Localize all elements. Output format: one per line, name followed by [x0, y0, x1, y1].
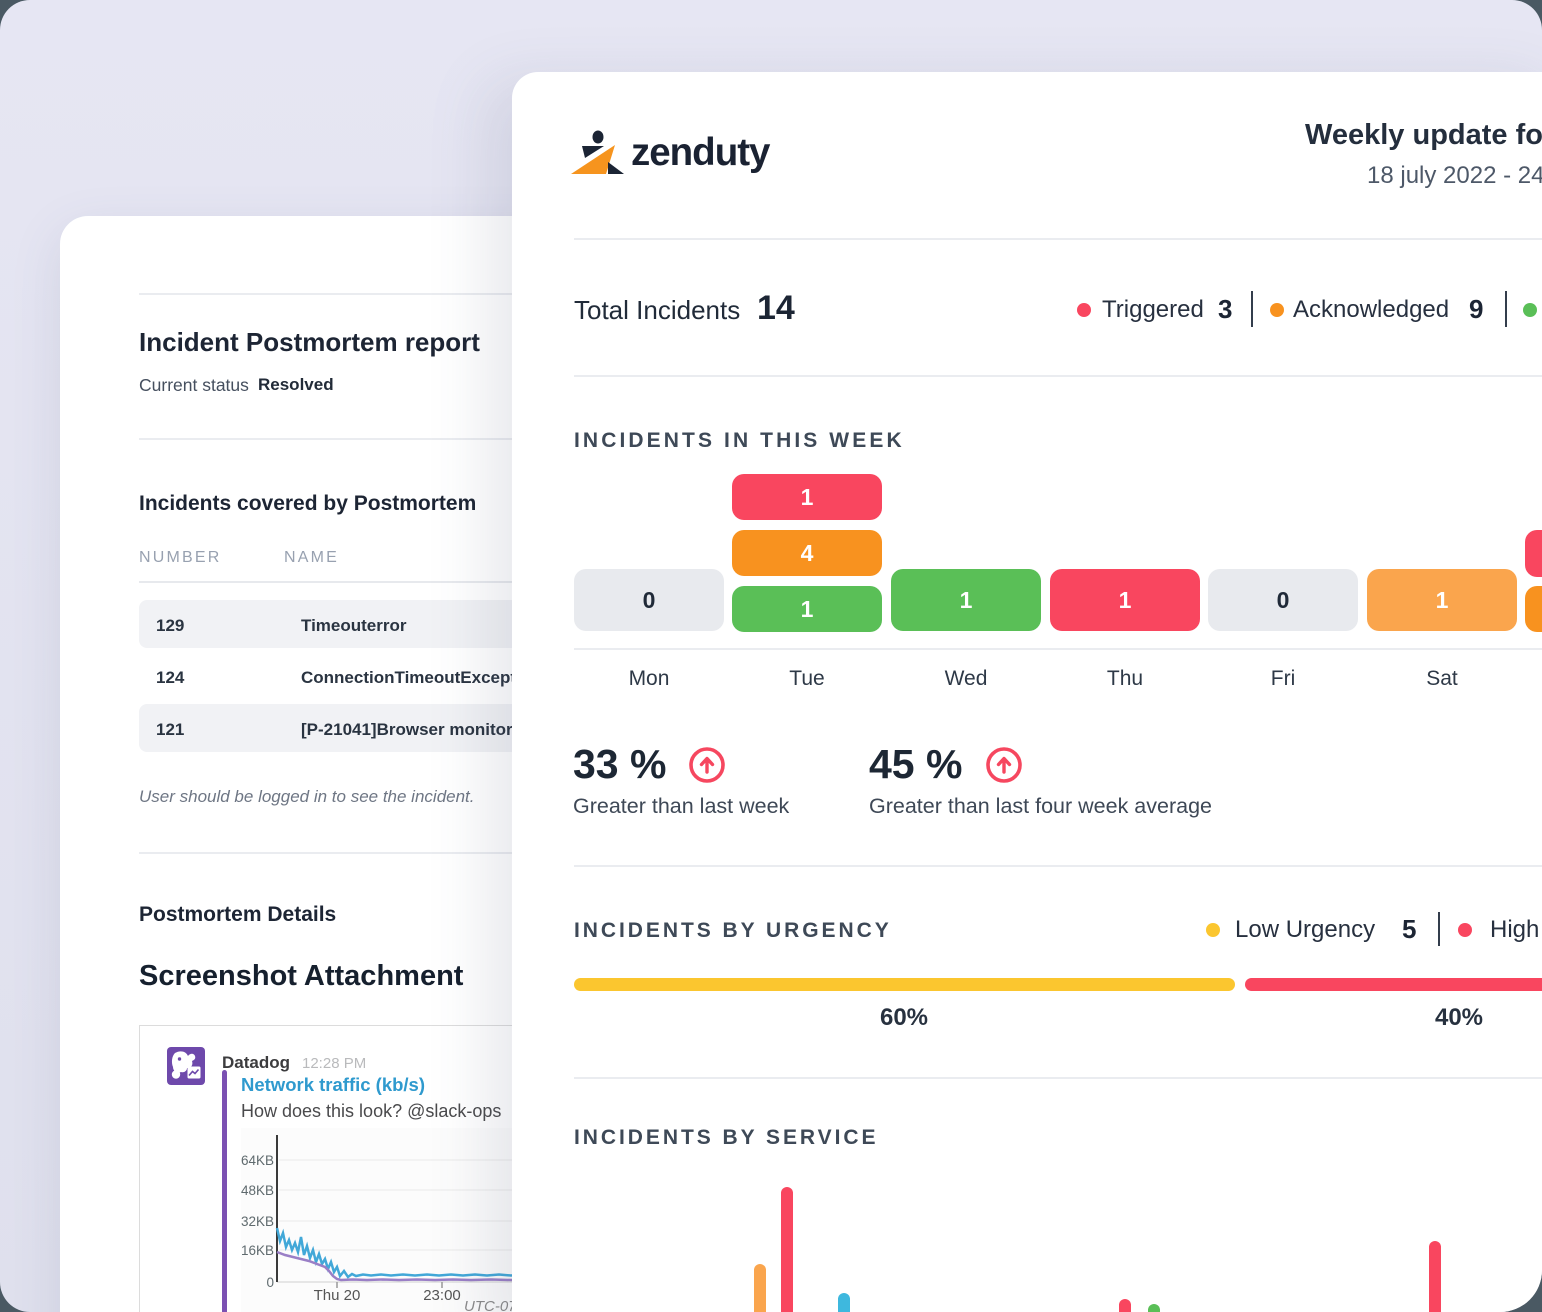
svg-text:Thu 20: Thu 20 [314, 1287, 361, 1304]
svg-text:48KB: 48KB [241, 1183, 274, 1198]
svg-text:32KB: 32KB [241, 1214, 274, 1229]
svg-text:64KB: 64KB [241, 1153, 274, 1168]
svg-text:23:00: 23:00 [423, 1287, 461, 1304]
svg-text:16KB: 16KB [241, 1243, 274, 1258]
svg-text:0: 0 [266, 1275, 274, 1290]
